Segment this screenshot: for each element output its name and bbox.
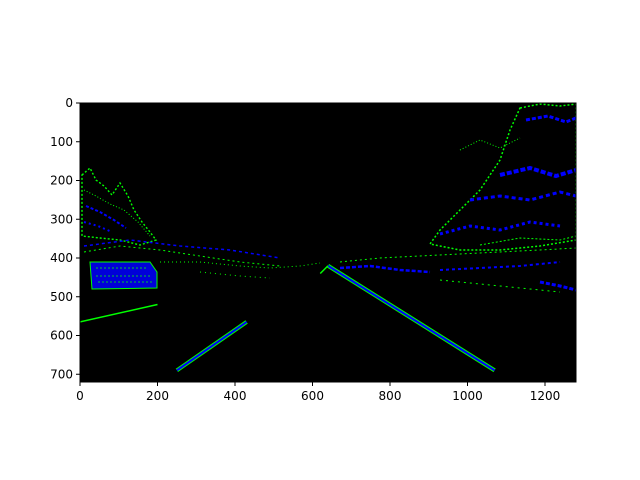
x-tick-label: 1000	[452, 389, 483, 403]
left-car-edges	[83, 239, 281, 290]
y-tick-label: 0	[65, 96, 73, 110]
y-tick-label: 600	[50, 329, 73, 343]
x-tick-label: 400	[224, 389, 247, 403]
y-tick-label: 300	[50, 212, 73, 226]
y-tick-label: 400	[50, 251, 73, 265]
x-tick-label: 800	[379, 389, 402, 403]
lane-lines	[80, 264, 496, 373]
x-axis: 0 200 400 600 800 1000 1200	[76, 382, 560, 403]
x-tick-label: 200	[146, 389, 169, 403]
axes-frame	[79, 102, 577, 383]
y-axis: 0 100 200 300 400 500 600 700	[50, 96, 80, 381]
horizon-edges	[160, 247, 576, 279]
lane-line-2	[80, 303, 158, 323]
right-vegetation-edges	[428, 103, 576, 293]
edge-detection-image	[80, 103, 576, 373]
x-tick-label: 600	[301, 389, 324, 403]
lane-line-3	[319, 265, 329, 275]
y-tick-label: 700	[50, 367, 73, 381]
y-tick-label: 200	[50, 174, 73, 188]
image-background	[80, 103, 576, 382]
lane-line-core-0	[176, 321, 248, 372]
y-tick-label: 100	[50, 135, 73, 149]
y-tick-label: 500	[50, 290, 73, 304]
lane-line-core-1	[327, 264, 496, 372]
left-vegetation-edges	[81, 166, 158, 246]
x-tick-label: 0	[76, 389, 84, 403]
x-tick-label: 1200	[530, 389, 561, 403]
